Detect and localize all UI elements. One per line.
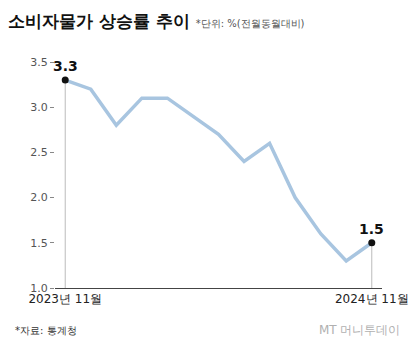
svg-text:3.5: 3.5 — [30, 56, 48, 69]
svg-text:2.0: 2.0 — [30, 191, 48, 204]
svg-text:3.0: 3.0 — [30, 101, 48, 114]
svg-text:1.5: 1.5 — [359, 221, 384, 237]
svg-text:소비자물가 상승률 추이 *단위: %(전월동월대비): 소비자물가 상승률 추이 *단위: %(전월동월대비) — [8, 11, 304, 31]
svg-text:2.5: 2.5 — [30, 146, 48, 159]
svg-text:MT 머니투데이: MT 머니투데이 — [319, 323, 401, 337]
svg-text:2024년 11월: 2024년 11월 — [335, 292, 409, 306]
svg-text:1.5: 1.5 — [30, 237, 48, 250]
svg-text:1.0: 1.0 — [30, 282, 48, 295]
svg-text:2023년 11월: 2023년 11월 — [28, 292, 102, 306]
svg-text:3.3: 3.3 — [53, 58, 78, 74]
svg-text:*자료: 통계청: *자료: 통계청 — [15, 325, 77, 336]
